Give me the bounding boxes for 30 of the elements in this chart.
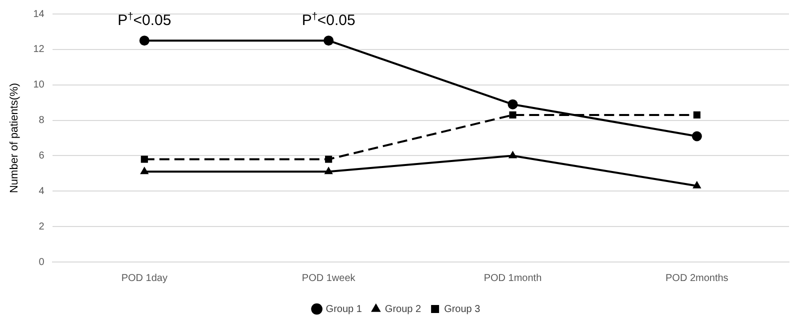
legend-label: Group 1	[326, 304, 362, 315]
point	[324, 36, 334, 46]
x-tick-label: POD 1month	[484, 272, 542, 284]
x-tick-label: POD 1week	[302, 272, 356, 284]
point	[324, 166, 333, 174]
y-tick-label: 10	[33, 80, 45, 91]
y-tick-label: 4	[38, 186, 45, 197]
y-tick-label: 12	[33, 44, 45, 56]
point	[139, 36, 150, 46]
point	[692, 131, 702, 142]
point	[325, 156, 332, 163]
legend-label: Group 3	[444, 304, 481, 315]
point	[693, 111, 700, 119]
legend-label: Group 2	[384, 304, 422, 315]
y-tick-label: 14	[33, 8, 45, 20]
y-axis-title: Number of patients(%)	[8, 82, 21, 194]
point	[509, 111, 516, 119]
point	[140, 166, 149, 174]
y-tick-label: 0	[38, 256, 45, 268]
y-tick-label: 6	[38, 150, 45, 162]
annotation: P†<0.05	[302, 11, 356, 30]
point	[140, 156, 148, 163]
y-tick-label: 2	[38, 221, 45, 232]
x-tick-label: POD 1day	[121, 272, 168, 284]
point	[508, 99, 518, 110]
y-tick-label: 8	[38, 115, 45, 126]
point	[508, 150, 518, 158]
annotation: P†<0.05	[118, 11, 172, 30]
point	[692, 180, 702, 188]
x-tick-label: POD 2months	[666, 272, 728, 284]
